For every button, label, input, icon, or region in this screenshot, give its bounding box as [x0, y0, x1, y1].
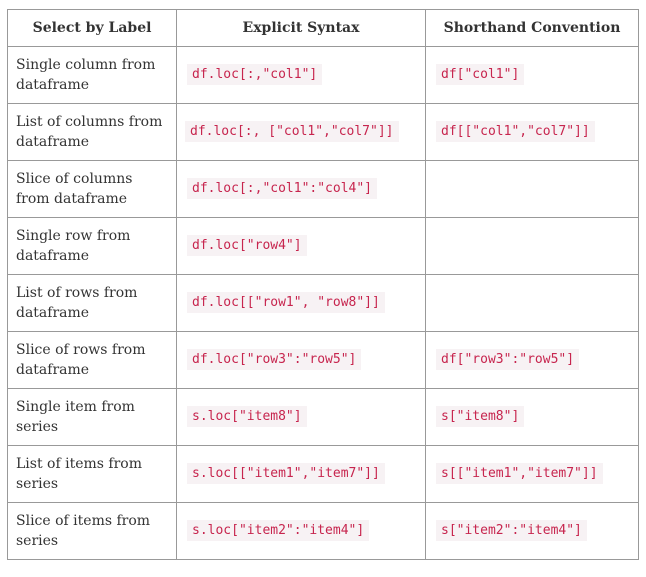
table-row: List of items from series s.loc[["item1"… — [7, 445, 639, 503]
explicit-code: df.loc["row3":"row5"] — [187, 349, 362, 370]
table-header-row: Select by Label Explicit Syntax Shorthan… — [7, 9, 639, 47]
table-row: Single item from series s.loc["item8"] s… — [7, 388, 639, 446]
row-label: Single column from dataframe — [7, 46, 177, 104]
explicit-code: df.loc["row4"] — [187, 235, 307, 256]
table-row: Single column from dataframe df.loc[:,"c… — [7, 46, 639, 104]
header-shorthand-convention: Shorthand Convention — [425, 9, 639, 47]
explicit-code: s.loc[["item1","item7"]] — [187, 463, 385, 484]
table-row: Slice of columns from dataframe df.loc[:… — [7, 160, 639, 218]
empty-shorthand-cell — [425, 160, 639, 218]
header-select-by-label: Select by Label — [7, 9, 177, 47]
shorthand-code: s["item8"] — [436, 406, 525, 427]
row-label: Single item from series — [7, 388, 177, 446]
explicit-code: s.loc["item2":"item4"] — [187, 520, 370, 541]
row-label: List of columns from dataframe — [7, 103, 177, 161]
explicit-code: df.loc[:,"col1":"col4"] — [187, 178, 378, 199]
row-label: List of rows from dataframe — [7, 274, 177, 332]
row-label: List of items from series — [7, 445, 177, 503]
table-row: Slice of items from series s.loc["item2"… — [7, 502, 639, 560]
table-row: Single row from dataframe df.loc["row4"] — [7, 217, 639, 275]
explicit-code: df.loc[:, ["col1","col7"]] — [185, 121, 399, 142]
row-label: Slice of rows from dataframe — [7, 331, 177, 389]
empty-shorthand-cell — [425, 217, 639, 275]
empty-shorthand-cell — [425, 274, 639, 332]
row-label: Single row from dataframe — [7, 217, 177, 275]
explicit-code: df.loc[["row1", "row8"]] — [187, 292, 385, 313]
row-label: Slice of items from series — [7, 502, 177, 560]
table-row: Slice of rows from dataframe df.loc["row… — [7, 331, 639, 389]
row-label: Slice of columns from dataframe — [7, 160, 177, 218]
shorthand-code: df["col1"] — [436, 64, 525, 85]
explicit-code: s.loc["item8"] — [187, 406, 307, 427]
shorthand-code: s[["item1","item7"]] — [436, 463, 603, 484]
header-explicit-syntax: Explicit Syntax — [176, 9, 426, 47]
shorthand-code: s["item2":"item4"] — [436, 520, 587, 541]
table-row: List of columns from dataframe df.loc[:,… — [7, 103, 639, 161]
table-row: List of rows from dataframe df.loc[["row… — [7, 274, 639, 332]
selection-table: Select by Label Explicit Syntax Shorthan… — [7, 9, 639, 560]
explicit-code: df.loc[:,"col1"] — [187, 64, 323, 85]
shorthand-code: df[["col1","col7"]] — [436, 121, 595, 142]
shorthand-code: df["row3":"row5"] — [436, 349, 580, 370]
